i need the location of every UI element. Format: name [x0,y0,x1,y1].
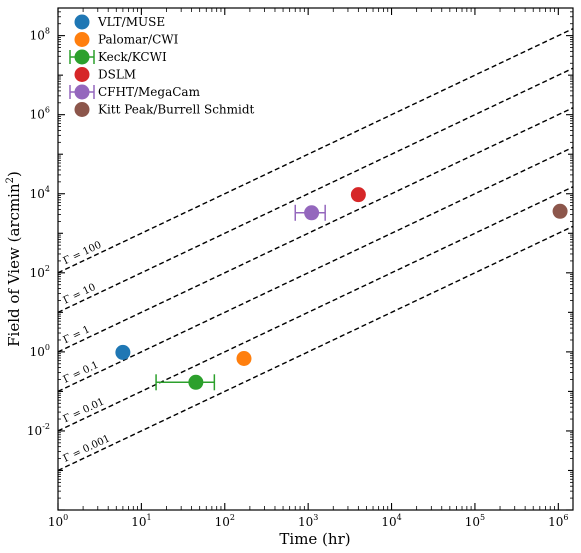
x-tick-label: 103 [298,513,318,529]
x-tick-label: 106 [548,513,568,529]
data-point [236,350,252,366]
y-axis-label: Field of View (arcmin2) [5,171,23,347]
tick-base: 10 [48,515,63,529]
axis-ticks [57,7,573,511]
tick-exponent: 8 [45,27,50,36]
tick-base: 10 [548,515,563,529]
tick-base: 10 [30,266,45,280]
legend-label: Palomar/CWI [98,33,179,47]
x-tick-label: 102 [215,513,235,529]
tick-base: 10 [27,424,42,438]
x-tick-label: 100 [48,513,68,529]
legend-marker [74,32,90,47]
reference-line-label: Γ = 100 [62,240,104,267]
y-tick-label: 102 [30,264,50,280]
tick-base: 10 [465,515,480,529]
x-tick-label: 104 [381,513,401,529]
reference-line [58,28,573,274]
x-axis-label: Time (hr) [279,530,350,548]
legend-label: DSLM [98,68,136,82]
y-tick-label: 108 [30,27,50,43]
tick-base: 10 [30,108,45,122]
error-bars [155,204,326,391]
tick-base: 10 [30,187,45,201]
legend-label: Kitt Peak/Burrell Schmidt [98,103,255,117]
y-axis-label-main: Field of View (arcmin [5,183,23,347]
x-tick-label: 101 [131,513,151,529]
tick-exponent: 4 [45,185,50,194]
x-tick-label: 105 [465,513,485,529]
reference-line-label: Γ = 10 [62,282,98,307]
data-point [304,205,320,221]
y-tick-label: 106 [30,106,50,122]
tick-base: 10 [298,515,313,529]
data-point [188,374,204,390]
tick-base: 10 [381,515,396,529]
reference-line [58,107,573,353]
tick-exponent: 2 [45,264,50,273]
tick-exponent: 0 [45,343,50,352]
legend-marker [74,67,90,82]
y-axis-label-superscript: 2 [5,177,16,183]
data-points [115,187,568,390]
tick-base: 10 [215,515,230,529]
tick-exponent: 4 [397,513,402,522]
data-point [115,344,131,360]
tick-exponent: 5 [480,513,485,522]
reference-line [58,186,573,432]
y-tick-label: 104 [30,185,50,201]
tick-base: 10 [30,345,45,359]
reference-line [58,146,573,393]
reference-line [58,225,573,472]
data-point [552,203,568,219]
y-axis-label-close: ) [5,171,23,177]
tick-exponent: 2 [230,513,235,522]
reference-line-label: Γ = 0.01 [62,396,106,425]
tick-exponent: 6 [45,106,50,115]
tick-base: 10 [30,29,45,43]
data-point [350,187,366,203]
reference-line [58,67,573,313]
tick-exponent: 1 [146,513,151,522]
legend-marker [74,49,90,65]
legend-marker [74,102,90,117]
reference-lines [58,28,573,472]
legend-label: CFHT/MegaCam [98,85,201,99]
tick-exponent: 6 [563,513,568,522]
reference-line-label: Γ = 0.1 [62,360,101,386]
legend: VLT/MUSE Palomar/CWI Keck/KCWI DSLM CFHT/Meg… [69,14,255,117]
y-tick-label: 100 [30,343,50,359]
legend-label: VLT/MUSE [97,15,165,29]
tick-exponent: -2 [42,422,50,431]
legend-marker [74,14,90,30]
tick-base: 10 [131,515,146,529]
tick-exponent: 0 [63,513,68,522]
legend-marker [74,84,90,100]
plot-frame [57,7,574,511]
tick-exponent: 3 [313,513,318,522]
y-tick-label: 10-2 [27,422,50,438]
legend-label: Keck/KCWI [98,50,167,64]
